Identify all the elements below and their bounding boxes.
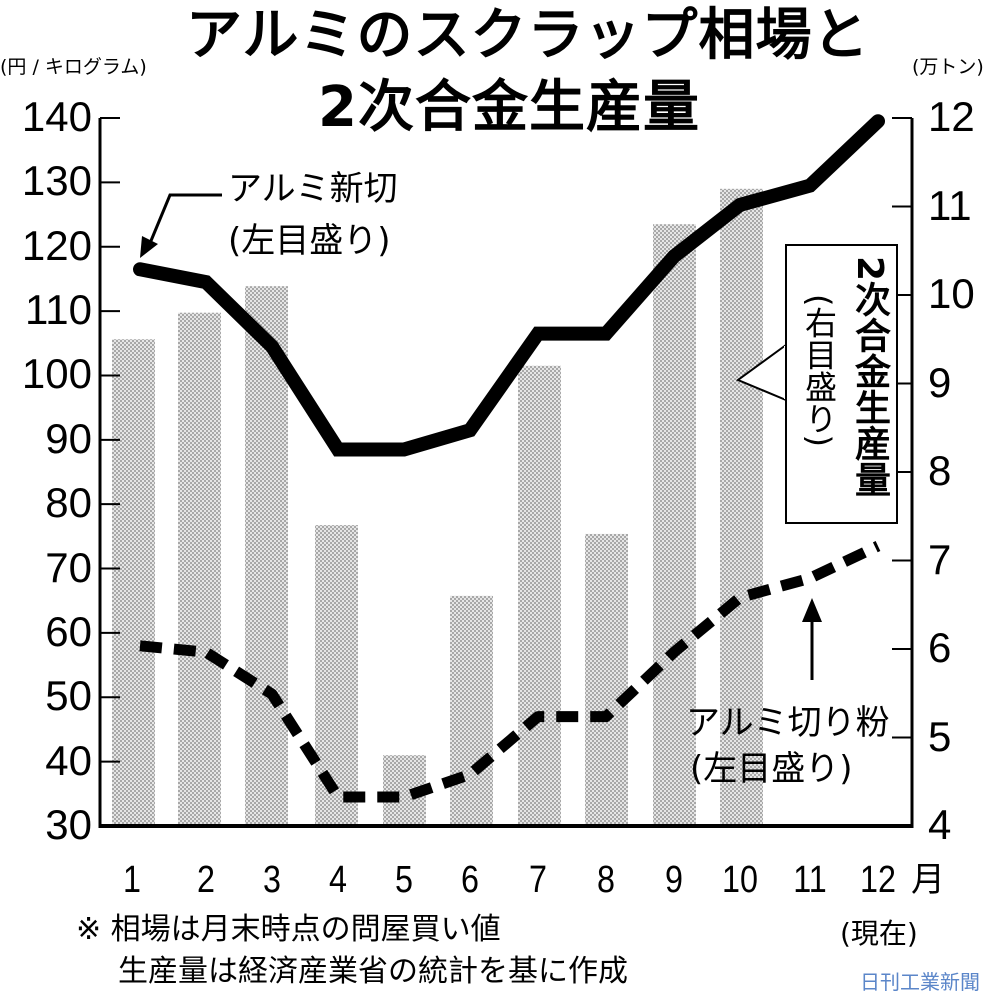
left-tick-label: 100 bbox=[21, 350, 92, 398]
right-tick-label: 9 bbox=[928, 358, 952, 406]
current-label: (現在) bbox=[840, 917, 918, 950]
x-tick-label: 6 bbox=[461, 859, 479, 901]
alloy-bar-1 bbox=[112, 339, 155, 826]
x-tick-label: 2 bbox=[197, 859, 215, 901]
alloy-bar-10 bbox=[720, 188, 763, 827]
x-tick-label: 5 bbox=[395, 859, 413, 901]
alloy-scale-label: (右目盛り) bbox=[800, 294, 838, 447]
left-tick-label: 80 bbox=[45, 479, 92, 527]
right-axis-unit: (万トン) bbox=[912, 56, 984, 78]
x-axis-unit: 月 bbox=[911, 860, 945, 900]
x-tick-label: 8 bbox=[597, 859, 615, 901]
left-tick-label: 60 bbox=[45, 607, 92, 655]
alloy-bar-7 bbox=[518, 365, 561, 826]
alloy-production-bars bbox=[112, 188, 763, 827]
cutting-powder-label: アルミ切り粉 bbox=[686, 703, 890, 743]
alloy-bar-6 bbox=[450, 595, 493, 826]
note-line2: 生産量は経済産業省の統計を基に作成 bbox=[118, 954, 628, 989]
chart-title-line1: アルミのスクラップ相場と bbox=[186, 3, 870, 68]
new-scrap-line bbox=[133, 114, 885, 457]
alloy-bar-3 bbox=[245, 286, 288, 826]
right-tick-label: 12 bbox=[928, 93, 975, 140]
new-scrap-arrow-icon bbox=[140, 193, 222, 258]
alloy-production-label: 2次合金生産量 bbox=[849, 256, 890, 498]
right-tick-label: 8 bbox=[928, 447, 952, 494]
chart-title-line2: 2次合金生産量 bbox=[318, 75, 700, 140]
x-tick-label: 1 bbox=[123, 859, 141, 901]
left-tick-label: 130 bbox=[21, 157, 92, 205]
left-tick-label: 140 bbox=[21, 93, 92, 140]
x-tick-label: 4 bbox=[329, 859, 347, 901]
left-tick-label: 70 bbox=[45, 543, 92, 591]
right-tick-label: 5 bbox=[928, 712, 952, 760]
cutting-powder-line bbox=[139, 541, 881, 803]
right-tick-label: 7 bbox=[928, 535, 952, 583]
left-tick-label: 110 bbox=[25, 286, 92, 334]
alloy-production-legend-box: 2次合金生産量 (右目盛り) bbox=[785, 244, 898, 524]
x-tick-label: 10 bbox=[722, 859, 758, 901]
alloy-bar-2 bbox=[178, 312, 221, 826]
cutting-powder-scale-label: (左目盛り) bbox=[690, 749, 853, 789]
x-tick-label: 9 bbox=[665, 859, 683, 901]
x-tick-label: 11 bbox=[793, 859, 827, 901]
left-axis-unit: (円 / キログラム) bbox=[0, 56, 147, 78]
new-scrap-label: アルミ新切 bbox=[228, 169, 398, 209]
right-tick-label: 4 bbox=[928, 801, 952, 848]
right-tick-label: 10 bbox=[928, 270, 975, 317]
publisher-credit: 日刊工業新聞 bbox=[860, 970, 980, 994]
left-tick-label: 90 bbox=[45, 414, 92, 462]
left-tick-label: 50 bbox=[45, 672, 92, 720]
note-line1: ※ 相場は月末時点の問屋買い値 bbox=[76, 912, 501, 947]
right-tick-label: 6 bbox=[928, 624, 952, 671]
new-scrap-scale-label: (左目盛り) bbox=[228, 221, 391, 261]
left-tick-label: 120 bbox=[21, 221, 92, 269]
left-tick-label: 40 bbox=[45, 736, 92, 784]
alloy-bar-8 bbox=[585, 533, 628, 826]
right-tick-label: 11 bbox=[928, 181, 972, 229]
x-tick-label: 3 bbox=[263, 859, 281, 901]
left-tick-label: 30 bbox=[45, 801, 92, 848]
alloy-bar-9 bbox=[653, 224, 696, 826]
x-tick-label: 7 bbox=[529, 859, 547, 901]
x-tick-label: 12 bbox=[860, 859, 896, 901]
cutting-powder-arrow-icon bbox=[802, 598, 822, 680]
